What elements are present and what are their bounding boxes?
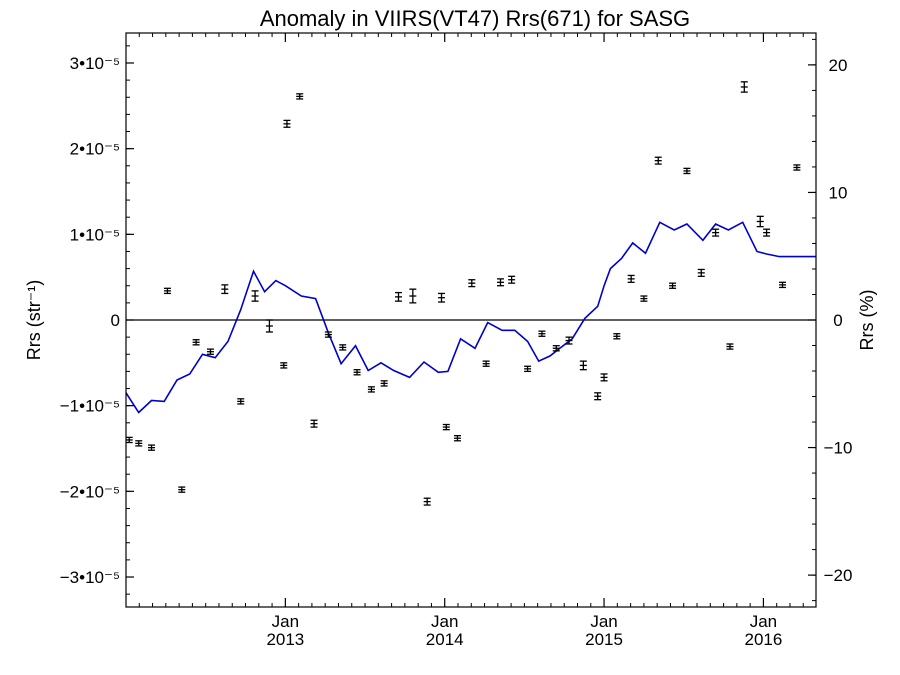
data-point [600,373,608,382]
x-tick-year-label: 2014 [426,630,464,649]
data-point [712,228,720,237]
data-point [409,288,417,304]
data-point [221,284,229,295]
y-tick-label: 2•10⁻⁵ [70,140,120,159]
data-point [367,386,375,393]
y-tick-label: −3•10⁻⁵ [60,568,120,587]
data-point [508,275,516,284]
data-point [524,365,532,373]
x-tick-year-label: 2015 [585,630,623,649]
data-point [380,380,388,387]
data-point [763,228,771,237]
data-point [669,282,677,289]
data-point [726,343,734,350]
data-point [697,268,705,277]
data-point [482,360,490,367]
data-point [163,287,171,295]
data-point [779,281,787,289]
data-point [552,345,560,352]
data-point [442,423,450,431]
data-point [756,215,764,228]
data-point [438,292,446,303]
left-y-axis: 3•10⁻⁵ 2•10⁻⁵ 1•10⁻⁵ 0 −1•10⁻⁵ −2•10⁻⁵ −3•10⁻⁵ [60,45,134,595]
y2-tick-label: −20 [824,566,853,585]
x-tick-month-label: Jan [272,612,299,631]
data-point [265,319,273,333]
data-point [280,362,288,369]
data-point [251,290,259,302]
y-tick-label: 1•10⁻⁵ [70,225,120,244]
y-tick-label: 0 [111,311,120,330]
data-point [565,336,573,345]
data-point [613,333,621,340]
x-tick-year-label: 2016 [744,630,782,649]
y-axis-label: Rrs (str⁻¹) [24,280,44,360]
data-point [353,369,361,376]
data-point [683,167,691,175]
data-point [147,444,155,451]
data-point [654,156,662,165]
y2-axis-label: Rrs (%) [857,290,877,351]
data-point [423,497,431,506]
x-tick-month-label: Jan [590,612,617,631]
data-point [192,339,200,346]
data-point [310,419,318,428]
model-series-line [125,221,816,414]
data-point [496,278,504,287]
right-y-axis: 20 10 0 −10 −20 [808,38,853,602]
y-tick-label: 3•10⁻⁵ [70,54,120,73]
data-point [793,164,801,171]
data-point [627,274,635,283]
data-point [640,295,648,302]
x-tick-month-label: Jan [431,612,458,631]
data-point [468,279,476,288]
data-point [178,486,186,493]
data-point [453,435,461,442]
data-point [394,291,402,302]
x-tick-month-label: Jan [750,612,777,631]
y2-tick-label: 0 [833,311,842,330]
data-point [740,81,748,93]
y-tick-label: −1•10⁻⁵ [60,397,120,416]
y-tick-label: −2•10⁻⁵ [60,482,120,501]
anomaly-points [125,81,801,506]
data-point [538,330,546,337]
plot-area [125,32,817,608]
data-point [324,331,332,338]
x-tick-year-label: 2013 [266,630,304,649]
y2-tick-label: 20 [829,56,848,75]
data-point [237,398,245,405]
y2-tick-label: −10 [824,439,853,458]
data-point [296,93,304,100]
data-point [579,360,587,371]
data-point [339,344,347,351]
data-point [283,119,291,128]
data-point [594,392,602,401]
chart-title: Anomaly in VIIRS(VT47) Rrs(671) for SASG [260,6,690,31]
data-point [206,348,214,355]
y2-tick-label: 10 [829,183,848,202]
data-point [135,440,143,447]
